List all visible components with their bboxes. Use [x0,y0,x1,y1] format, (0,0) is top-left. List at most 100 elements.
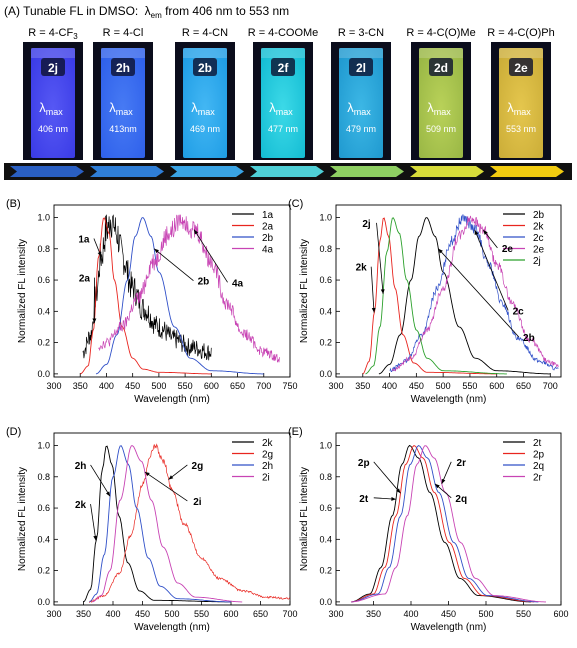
x-tick-label: 350 [366,609,381,619]
lambda-subscript: max [198,107,216,117]
x-tick-label: 600 [489,381,504,391]
x-tick-label: 450 [135,609,150,619]
lambda-symbol: λ [347,100,354,115]
series-line-2h [89,445,231,603]
x-tick-label: 550 [516,609,531,619]
plot-frame [53,204,291,378]
series-line-2i [92,445,243,603]
annotation-arrowhead [438,248,443,254]
legend-label-2r: 2r [533,473,543,484]
x-tick-label: 550 [194,609,209,619]
cuvette-2b: R = 4-CN 2b λmax 469 nm [175,27,235,160]
annotation-2k: 2k [75,500,87,511]
x-tick-label: 500 [478,609,493,619]
legend-label-2a: 2a [262,222,274,233]
annotation-2q: 2q [455,494,467,505]
spectra-panels: (B) 300 350 400 450 500 550 600 650 700 750 0.0 0.2 0… [6,198,569,633]
lambda-max-label: λmax [109,100,133,117]
legend-label-2h: 2h [262,461,273,472]
lambda-max-label: λmax [427,100,451,117]
cuvette-cap [31,48,75,58]
y-tick-label: 0.6 [37,275,50,285]
y-tick-label: 0.8 [37,472,50,482]
annotation-arrow [474,229,509,311]
lambda-max-value: 509 nm [426,124,456,134]
compound-code: 2f [278,61,290,75]
cuvette-cap [419,48,463,58]
y-tick-label: 0.4 [37,306,50,316]
annotation-arrowhead [380,289,385,294]
cuvette-2e: R = 4-C(O)Ph 2e λmax 553 nm [487,27,555,160]
panel-a-title: (A) Tunable FL in DMSO: λem from 406 nm … [4,4,289,20]
x-tick-label: 350 [76,609,91,619]
x-tick-label: 400 [99,381,114,391]
lambda-max-label: λmax [39,100,63,117]
x-tick-label: 500 [436,381,451,391]
legend-label-2p: 2p [533,450,545,461]
cuvette-solution [499,48,543,158]
x-tick-label: 350 [73,381,88,391]
lambda-subscript: max [116,107,134,117]
cuvette-r-label: R = 4-COOMe [248,27,319,39]
arrow-segment [330,166,404,177]
cuvette-solution [183,48,227,158]
lambda-subscript: max [354,107,372,117]
series-line-2c [389,214,559,372]
y-tick-label: 1.0 [319,213,332,223]
annotation-2i: 2i [193,497,202,508]
x-tick-label: 700 [256,381,271,391]
y-axis-label: Normalized FL intensity [17,467,28,571]
annotation-2j: 2j [362,219,371,230]
series-line-2q [350,444,539,603]
lambda-symbol: λ [191,100,198,115]
cuvette-2j: R = 4-CF3 2j λmax 406 nm [23,27,83,160]
annotation-arrowhead [144,471,150,477]
lambda-symbol: λ [427,100,434,115]
r-label-sub: 3 [73,32,78,41]
annotation-arrow [153,248,194,282]
chart-panel: (D) 300 350 400 450 500 550 600 650 700 0.0 0.2 0.4 0… [6,426,298,633]
cuvette-2d: R = 4-C(O)Me 2d λmax 509 nm [406,27,476,160]
series-line-2e [391,215,559,372]
cuvette-cap [339,48,383,58]
annotation-arrowhead [93,535,98,541]
series-line-2g [89,443,290,604]
annotation-2h: 2h [75,461,87,472]
x-tick-label: 450 [409,381,424,391]
y-tick-label: 0.2 [319,566,332,576]
lambda-symbol: λ [109,100,116,115]
annotation-2a: 2a [79,274,91,285]
y-tick-label: 0.8 [319,244,332,254]
y-tick-label: 0.4 [319,306,332,316]
annotation-arrowhead [154,248,159,254]
cuvette-r-label: R = 4-CN [182,27,228,39]
cuvette-solution [261,48,305,158]
arrow-segment [250,166,324,177]
lambda-max-label: λmax [507,100,531,117]
lambda-max-value: 477 nm [268,124,298,134]
y-tick-label: 0.6 [319,503,332,513]
legend-label-2b: 2b [533,210,545,221]
annotation-arrow [90,503,97,541]
y-tick-label: 0.0 [37,369,50,379]
lambda-max-value: 479 nm [346,124,376,134]
arrow-segment [490,166,564,177]
y-axis-label: Normalized FL intensity [299,467,310,571]
x-tick-label: 500 [164,609,179,619]
code-badge [111,58,135,76]
panel-label: (E) [288,426,303,438]
code-badge [41,58,65,76]
cuvette-2l: R = 3-CN 2l λmax 479 nm [331,27,391,160]
compound-code: 2d [434,61,448,75]
annotation-arrowhead [441,478,446,484]
chart-panel: (C) 300 350 400 450 500 550 600 650 700 0.0 0.2 0.4 0… [288,198,562,405]
legend-label-2q: 2q [533,461,544,472]
x-axis-label: Wavelength (nm) [134,394,210,405]
y-tick-label: 0.2 [37,338,50,348]
x-tick-label: 450 [441,609,456,619]
series-line-2p [350,444,535,603]
series-line-2k [362,217,497,375]
cuvette-r-label: R = 4-CF3 [28,27,78,41]
legend-label-2k: 2k [262,438,274,449]
x-tick-label: 550 [178,381,193,391]
